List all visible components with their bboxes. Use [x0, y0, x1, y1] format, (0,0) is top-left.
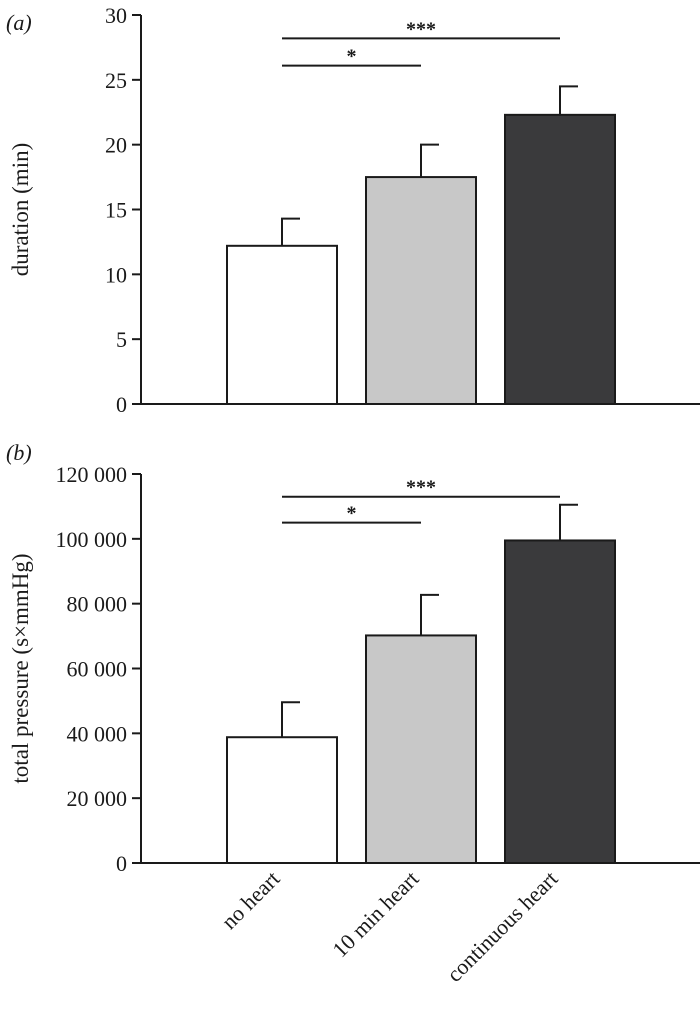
- y-tick-label: 30: [105, 3, 127, 28]
- category-label: no heart: [216, 866, 284, 934]
- bar-10-min-heart: [365, 176, 477, 405]
- error-bar: [420, 143, 439, 178]
- error-bar: [559, 503, 578, 541]
- error-bar: [281, 217, 300, 246]
- error-bar: [420, 593, 439, 636]
- y-tick-label: 25: [105, 68, 127, 93]
- significance-label: *: [347, 46, 357, 68]
- bar-continuous-heart: [504, 113, 616, 406]
- bar-no-heart: [226, 736, 338, 864]
- significance-label: ***: [406, 477, 436, 499]
- y-tick-label: 5: [116, 327, 127, 352]
- y-axis-title: duration (min): [8, 143, 33, 277]
- bar-continuous-heart: [504, 539, 616, 864]
- y-tick-label: 0: [116, 851, 127, 876]
- panel-label: (a): [6, 10, 32, 35]
- y-tick-label: 120 000: [56, 462, 128, 487]
- chart-panel-b: (b) total pressure (s×mmHg) 0 20 000 40 000 6…: [6, 440, 700, 876]
- y-tick-label: 0: [116, 392, 127, 417]
- y-tick-label: 60 000: [67, 657, 128, 682]
- y-axis-title: total pressure (s×mmHg): [8, 553, 33, 783]
- y-tick-label: 15: [105, 198, 127, 223]
- category-label: 10 min heart: [327, 866, 423, 962]
- y-tick-label: 100 000: [56, 527, 128, 552]
- significance-label: *: [347, 503, 357, 525]
- error-bar: [281, 701, 300, 738]
- y-tick-label: 80 000: [67, 592, 128, 617]
- y-tick-label: 40 000: [67, 721, 128, 746]
- bar-no-heart: [226, 244, 338, 405]
- significance-label: ***: [406, 18, 436, 40]
- bar-10-min-heart: [365, 634, 477, 864]
- category-label: continuous heart: [442, 866, 563, 987]
- error-bar: [559, 85, 578, 115]
- y-tick-label: 10: [105, 262, 127, 287]
- panel-label: (b): [6, 440, 32, 465]
- y-tick-label: 20: [105, 133, 127, 158]
- y-tick-label: 20 000: [67, 786, 128, 811]
